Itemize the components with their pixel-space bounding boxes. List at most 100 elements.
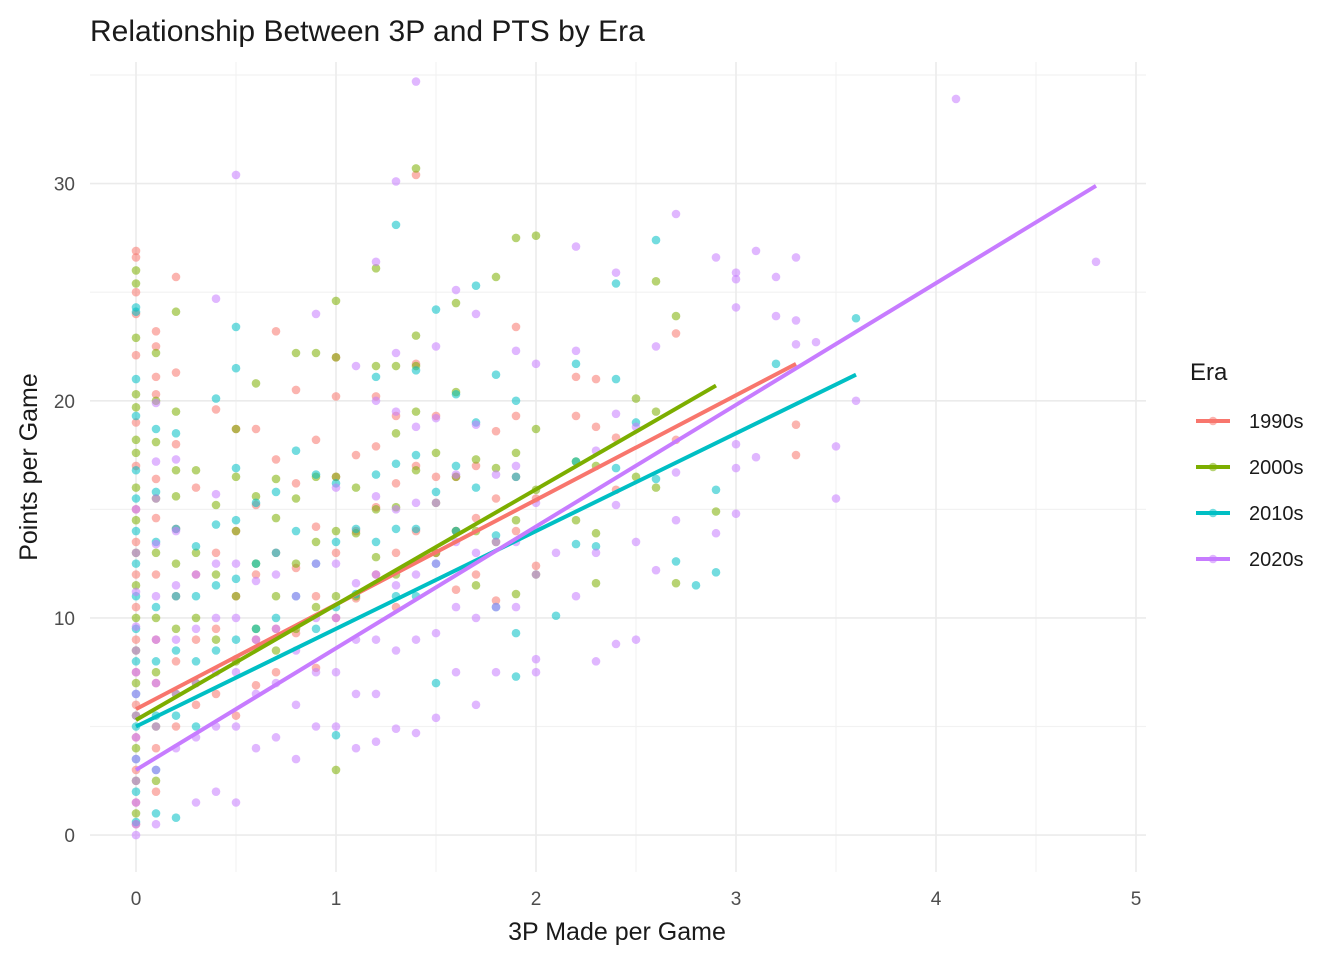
data-point-2020s — [271, 624, 281, 634]
data-point-2010s — [271, 613, 281, 623]
chart-title: Relationship Between 3P and PTS by Era — [90, 15, 645, 48]
data-point-2000s — [131, 678, 141, 688]
data-point-1990s — [311, 435, 321, 445]
data-point-1990s — [671, 329, 681, 338]
data-point-2020s — [331, 483, 341, 492]
data-point-2010s — [711, 485, 721, 495]
data-point-2020s — [351, 578, 361, 588]
data-point-2010s — [191, 657, 201, 666]
data-point-2010s — [271, 548, 281, 558]
data-point-2020s — [451, 470, 461, 479]
data-point-2020s — [391, 505, 401, 514]
data-point-2020s — [531, 667, 541, 677]
data-point-2000s — [251, 379, 261, 388]
data-point-2020s — [611, 409, 621, 419]
data-point-2020s — [451, 285, 461, 295]
data-point-2010s — [231, 322, 241, 332]
data-point-2020s — [151, 765, 161, 775]
data-point-2020s — [431, 498, 441, 508]
data-point-2010s — [211, 581, 221, 590]
data-point-2020s — [431, 559, 441, 568]
data-point-2010s — [231, 635, 241, 644]
data-point-2020s — [651, 565, 661, 575]
data-point-2020s — [191, 624, 201, 634]
data-point-2020s — [671, 515, 681, 525]
x-tick-label: 5 — [1131, 889, 1142, 910]
data-point-1990s — [491, 494, 501, 503]
data-point-2000s — [391, 429, 401, 438]
data-point-1990s — [151, 513, 161, 523]
data-points — [131, 77, 1101, 840]
data-point-1990s — [571, 372, 581, 382]
data-point-1990s — [231, 711, 241, 720]
data-point-2010s — [411, 524, 421, 534]
data-point-1990s — [511, 322, 521, 332]
data-point-2010s — [391, 220, 401, 230]
data-point-2000s — [191, 613, 201, 623]
data-point-2020s — [391, 581, 401, 590]
data-point-2010s — [251, 559, 261, 568]
data-point-2000s — [131, 333, 141, 343]
data-point-2000s — [231, 472, 241, 482]
data-point-2010s — [471, 281, 481, 290]
data-point-1990s — [391, 548, 401, 558]
data-point-2020s — [211, 489, 221, 499]
data-point-2010s — [771, 359, 781, 369]
data-point-2010s — [511, 628, 521, 638]
data-point-2000s — [171, 624, 181, 634]
data-point-2020s — [491, 537, 501, 547]
data-point-2020s — [411, 77, 421, 86]
data-point-2020s — [551, 548, 561, 558]
data-point-2000s — [451, 298, 461, 308]
data-point-2010s — [251, 498, 261, 508]
data-point-2010s — [651, 235, 661, 245]
data-point-1990s — [271, 455, 281, 464]
data-point-2020s — [711, 253, 721, 262]
data-point-1990s — [331, 392, 341, 401]
data-point-2010s — [131, 411, 141, 421]
data-point-1990s — [171, 272, 181, 282]
data-point-2010s — [511, 396, 521, 406]
y-tick-label: 30 — [54, 175, 75, 196]
data-point-2010s — [291, 446, 301, 456]
data-point-1990s — [211, 689, 221, 699]
data-point-2010s — [211, 520, 221, 529]
data-point-2000s — [511, 515, 521, 525]
data-point-1990s — [171, 439, 181, 449]
data-point-2000s — [151, 548, 161, 558]
x-axis-title: 3P Made per Game — [508, 918, 726, 946]
data-point-2000s — [291, 494, 301, 503]
data-point-2010s — [191, 722, 201, 731]
data-point-2010s — [191, 591, 201, 601]
data-point-2000s — [531, 424, 541, 434]
data-point-2020s — [131, 733, 141, 742]
data-point-2000s — [331, 296, 341, 306]
data-point-1990s — [191, 635, 201, 644]
data-point-2000s — [511, 233, 521, 243]
data-point-2000s — [651, 407, 661, 416]
data-point-2000s — [371, 505, 381, 514]
data-point-2020s — [951, 94, 961, 104]
data-point-2020s — [531, 570, 541, 579]
data-point-2000s — [151, 437, 161, 447]
data-point-2020s — [131, 646, 141, 655]
y-axis-title: Points per Game — [15, 373, 43, 561]
data-point-2000s — [371, 264, 381, 273]
data-point-1990s — [151, 389, 161, 399]
data-point-2010s — [371, 470, 381, 479]
data-point-2020s — [431, 713, 441, 723]
data-point-2020s — [351, 361, 361, 371]
data-point-2020s — [1091, 257, 1101, 267]
data-point-2010s — [431, 487, 441, 497]
data-point-2000s — [491, 463, 501, 473]
data-point-2010s — [551, 611, 561, 621]
data-point-2000s — [131, 613, 141, 623]
data-point-2020s — [771, 311, 781, 321]
data-point-2010s — [131, 307, 141, 317]
legend-label-1990s: 1990s — [1249, 411, 1304, 433]
data-point-2020s — [631, 537, 641, 547]
data-point-2020s — [671, 209, 681, 219]
data-point-2000s — [511, 589, 521, 599]
data-point-1990s — [131, 253, 141, 262]
